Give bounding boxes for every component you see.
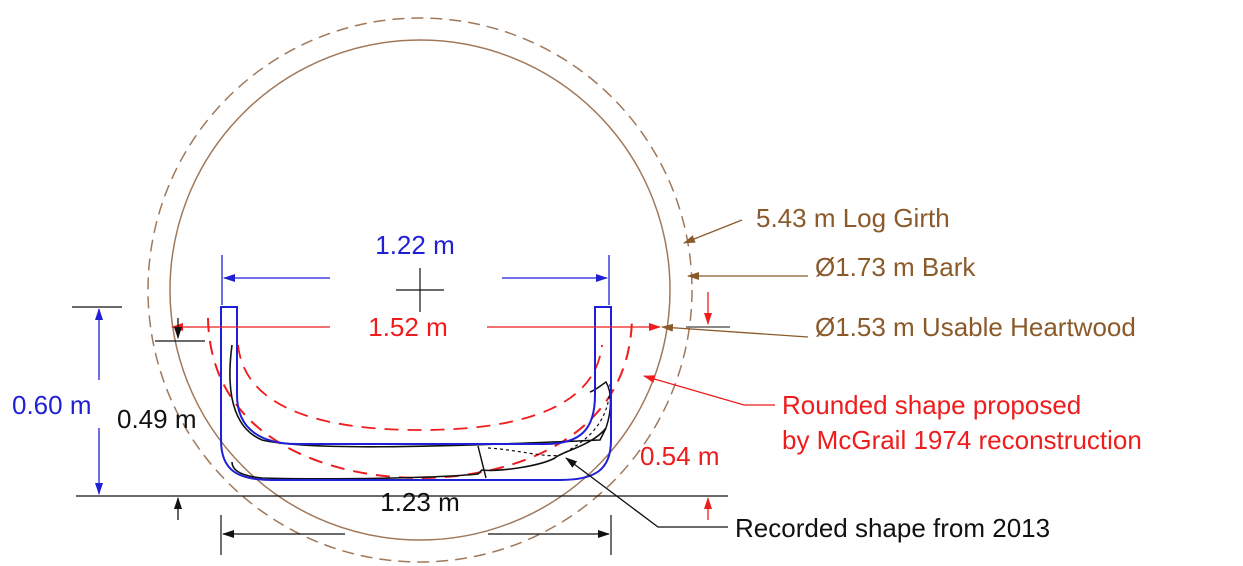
log-girth-leader xyxy=(683,219,743,244)
mcgrail-inner-curve xyxy=(237,344,603,431)
recorded-shape-dotted xyxy=(487,383,611,457)
inner-depth-label: 0.49 m xyxy=(117,404,197,434)
recorded-crack-line xyxy=(477,445,487,479)
bark-circle-dashed xyxy=(147,17,693,563)
recorded-top-edge xyxy=(589,380,612,429)
recorded-shape-2013 xyxy=(229,344,607,480)
heartwood-width-label: 1.52 m xyxy=(368,312,448,342)
recorded-shape-label: Recorded shape from 2013 xyxy=(735,513,1050,543)
bark-diameter-label: Ø1.73 m Bark xyxy=(815,252,976,282)
rounded-shape-label-line2: by McGrail 1974 reconstruction xyxy=(782,425,1142,455)
heartwood-diameter-label: Ø1.53 m Usable Heartwood xyxy=(815,312,1136,342)
log-girth-label: 5.43 m Log Girth xyxy=(756,203,950,233)
total-height-label: 0.60 m xyxy=(12,390,92,420)
rounded-shape-label-line1: Rounded shape proposed xyxy=(782,390,1081,420)
mcgrail-rounded-shape xyxy=(207,317,633,480)
center-mark xyxy=(396,268,444,312)
heartwood-circle xyxy=(169,39,671,541)
mcgrail-depth-label: 0.54 m xyxy=(640,441,720,471)
inner-width-label: 1.22 m xyxy=(375,230,455,260)
recorded-shape-leader xyxy=(565,457,728,528)
rounded-shape-leader xyxy=(643,375,775,406)
bottom-width-label: 1.23 m xyxy=(380,487,460,517)
boat-profile-blue xyxy=(220,306,612,481)
heartwood-diameter-leader xyxy=(661,323,809,338)
